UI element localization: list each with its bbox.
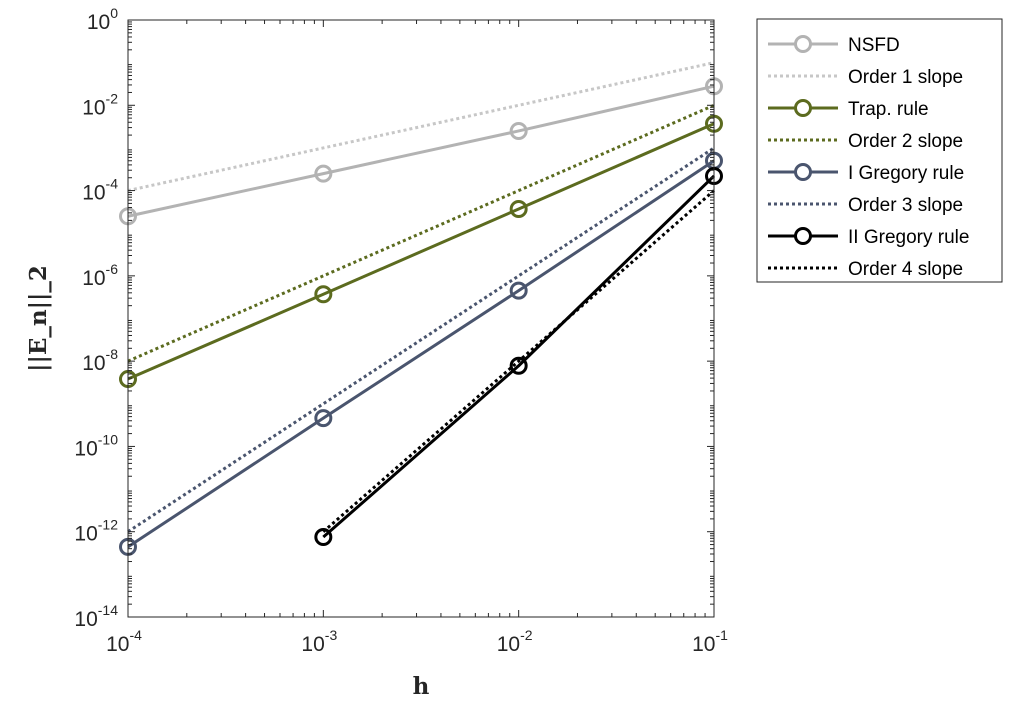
legend-entry: I Gregory rule [768,163,964,184]
legend-entry: Order 1 slope [768,67,963,88]
y-tick-label: 10-14 [74,602,118,631]
series-line-7 [322,189,715,533]
legend-marker [794,99,812,117]
legend-label: NSFD [848,35,900,56]
x-axis-label: h [413,673,430,700]
legend-label: Order 1 slope [848,67,963,88]
legend-marker [794,227,812,245]
series-line-0 [127,84,715,218]
series-6 [314,166,723,547]
legend-label: Order 3 slope [848,195,963,216]
legend-entry: Order 4 slope [768,259,963,280]
y-tick-label: 10-10 [74,431,118,460]
series-line-4 [127,159,715,549]
legend-label: Order 2 slope [848,131,963,152]
data-point [314,285,333,304]
data-point [314,164,333,183]
data-point [509,281,528,300]
y-axis-label: ||E_n||_2 [25,265,52,372]
legend-marker [794,163,812,181]
legend-marker [794,35,812,53]
x-tick-label: 10-4 [106,627,142,656]
data-point [314,528,333,547]
legend-entry: Trap. rule [768,99,929,120]
x-tick-label: 10-3 [301,627,337,656]
plot-area [119,20,723,617]
series-7 [322,189,715,533]
y-tick-label: 100 [87,5,118,34]
legend-entry: NSFD [768,35,900,56]
legend-label: Trap. rule [848,99,929,120]
legend-entry: Order 3 slope [768,195,963,216]
y-tick-label: 10-2 [82,90,118,119]
legend-label: II Gregory rule [848,227,969,248]
axes-frame [127,19,715,618]
series-3 [127,103,715,363]
legend-entry: Order 2 slope [768,131,963,152]
legend-entry: II Gregory rule [768,227,969,248]
series-1 [127,61,715,193]
legend-label: I Gregory rule [848,163,964,184]
y-tick-label: 10-12 [74,517,118,546]
series-line-1 [127,61,715,193]
y-tick-label: 10-4 [82,176,118,205]
series-5 [127,146,715,533]
data-point [509,121,528,140]
y-tick-label: 10-6 [82,261,118,290]
series-line-6 [322,174,716,539]
axes: 10-4 10-3 10-2 10-1 100 10-2 10-4 10-6 10-8 10-10… [25,5,728,700]
legend: NSFD Order 1 slope Trap. rule Order 2 slope… [756,18,1003,283]
series-line-5 [127,146,715,533]
legend-label: Order 4 slope [848,259,963,280]
data-point [509,199,528,218]
y-tick-label: 10-8 [82,346,118,375]
series-line-3 [127,103,715,363]
plot-background [128,20,714,617]
data-point [314,409,333,428]
series-line-2 [127,122,715,381]
data-point [509,356,528,375]
x-tick-label: 10-2 [497,627,533,656]
x-tick-label: 10-1 [692,627,728,656]
